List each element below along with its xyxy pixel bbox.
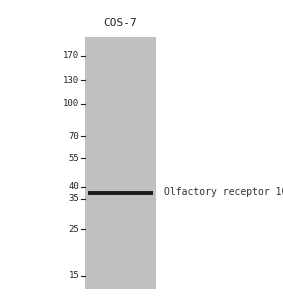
Text: 100: 100 — [63, 99, 79, 108]
Text: 55: 55 — [68, 154, 79, 163]
Text: 170: 170 — [63, 52, 79, 60]
Text: 35: 35 — [68, 194, 79, 204]
Text: 25: 25 — [68, 225, 79, 234]
Text: 40: 40 — [68, 182, 79, 191]
Text: 130: 130 — [63, 76, 79, 85]
Text: 15: 15 — [68, 271, 79, 280]
Text: COS-7: COS-7 — [103, 17, 137, 28]
Text: Olfactory receptor 10Z1: Olfactory receptor 10Z1 — [164, 187, 283, 196]
Text: 70: 70 — [68, 132, 79, 141]
Bar — [85, 37, 156, 289]
